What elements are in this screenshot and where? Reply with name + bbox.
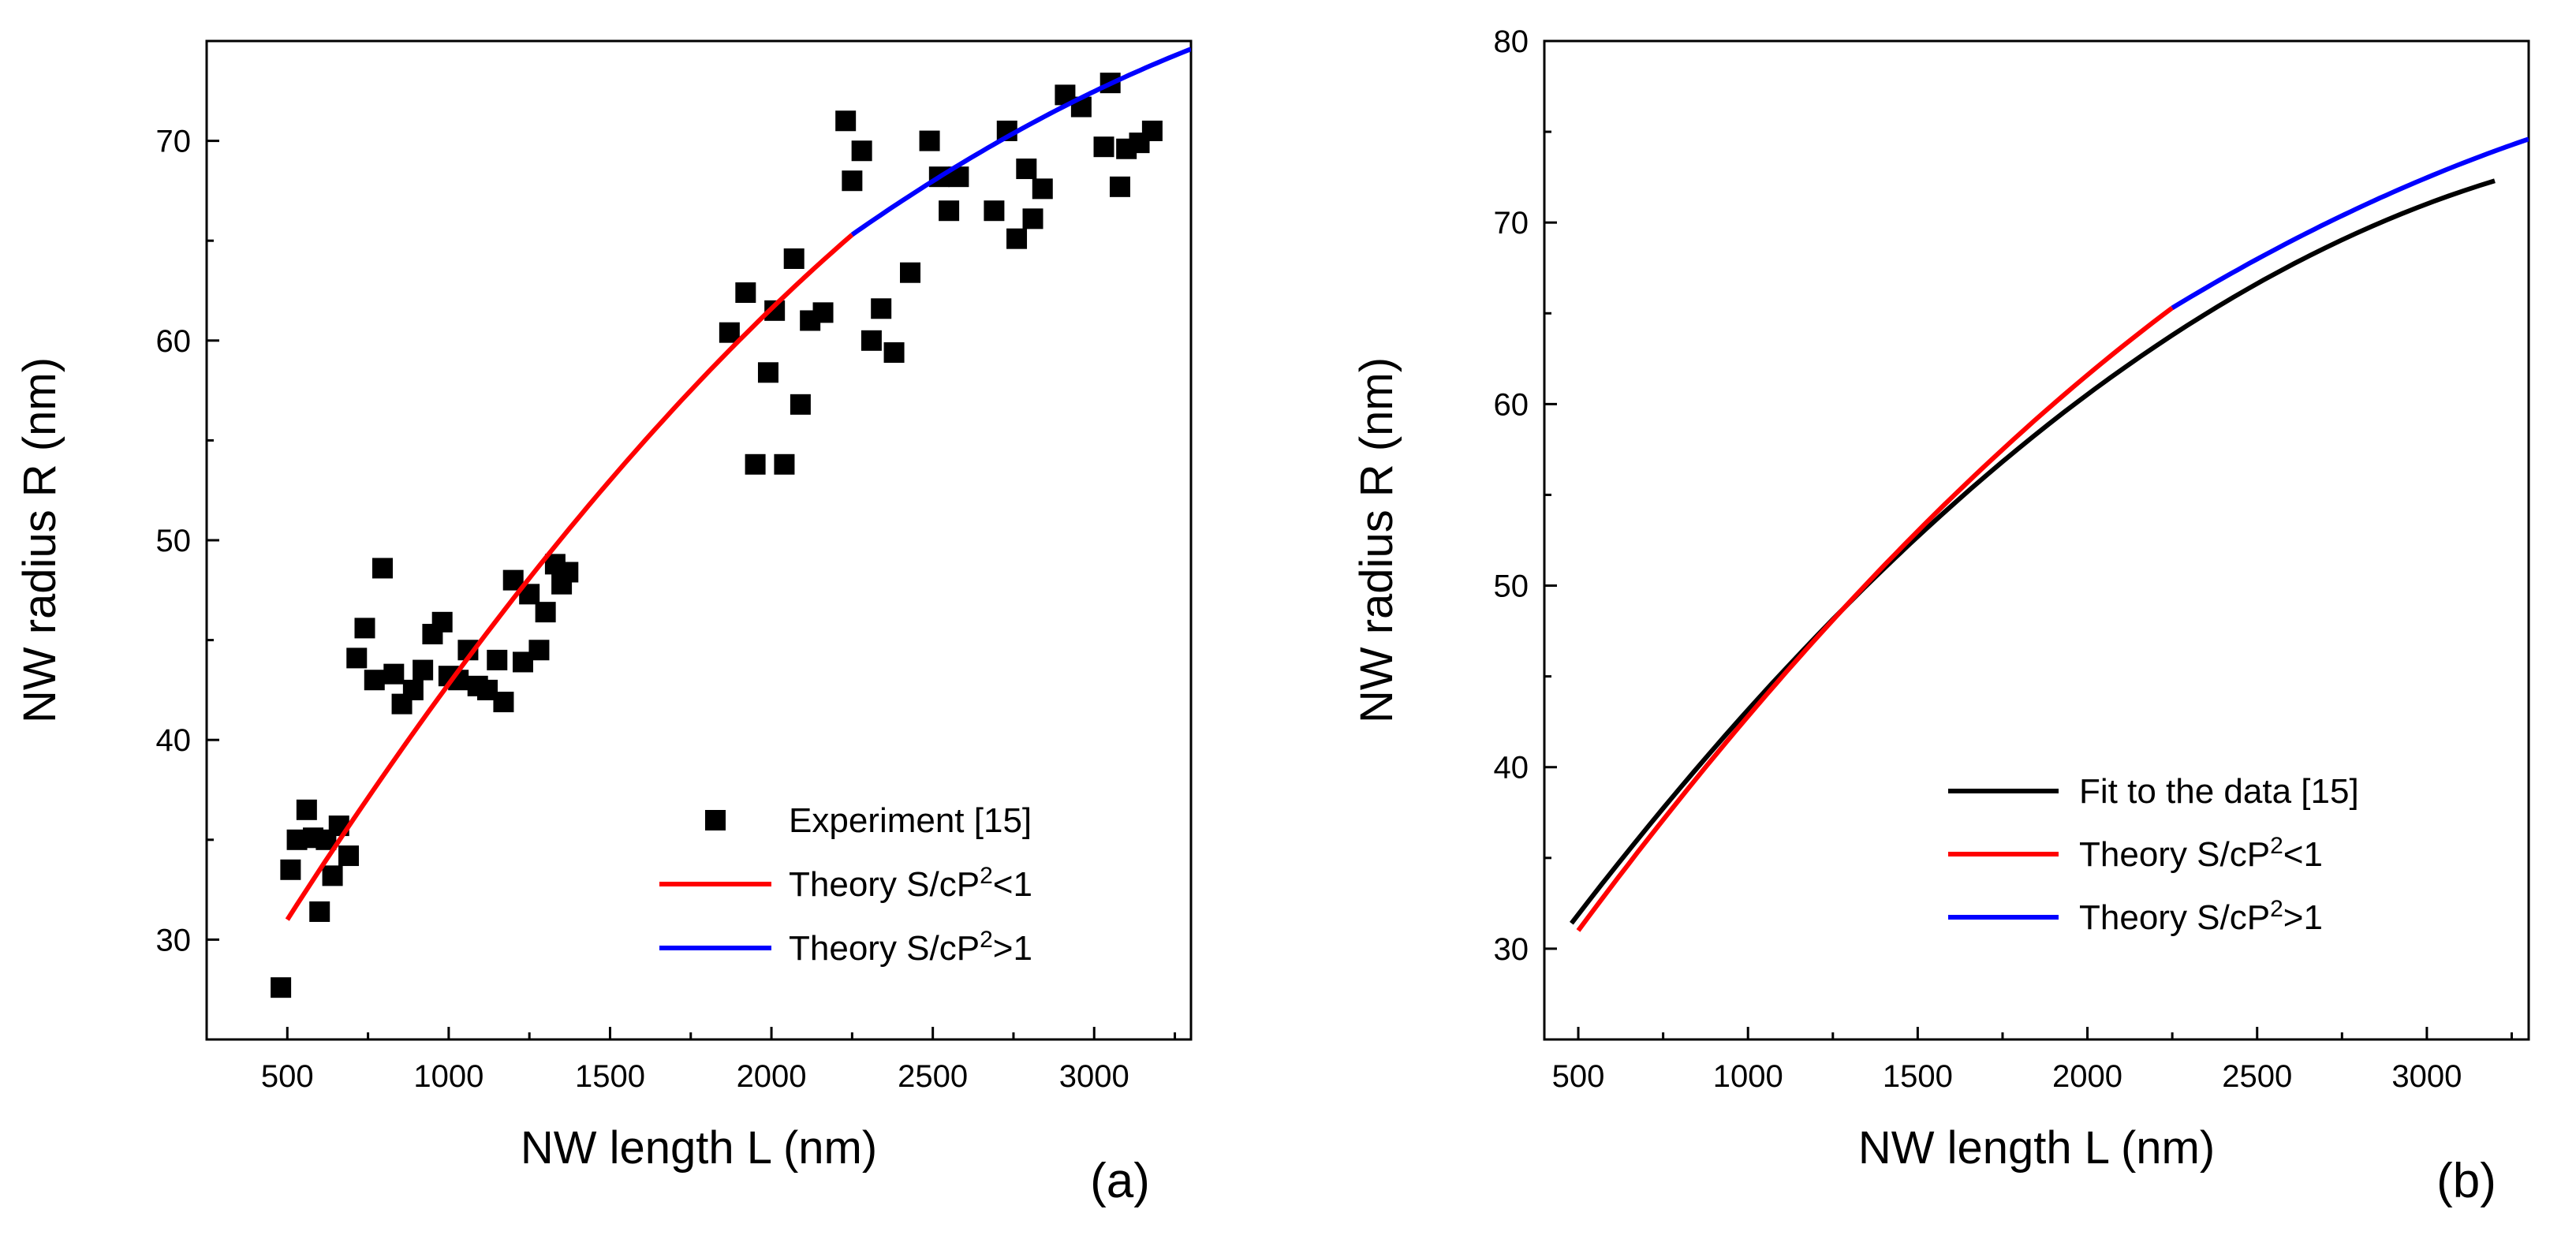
legend-label: Theory S/cP2>1 xyxy=(789,927,1032,968)
data-point xyxy=(1006,228,1028,249)
data-point xyxy=(413,659,434,681)
data-point xyxy=(364,670,385,691)
data-point xyxy=(790,394,811,415)
legend: Fit to the data [15] Theory S/cP2<1 Theory… xyxy=(1948,772,2359,937)
data-point xyxy=(372,558,394,579)
data-point xyxy=(719,322,740,343)
series-line xyxy=(1570,178,2496,925)
data-point xyxy=(309,901,330,922)
data-point xyxy=(1093,136,1114,158)
x-tick-label: 2500 xyxy=(898,1059,968,1094)
data-point xyxy=(346,647,368,669)
data-point xyxy=(919,130,940,151)
plot-area xyxy=(1570,136,2529,932)
chart-panel-1: 500 1000 1500 2000 2500 3000 30 40 50 60 70 80 NW le… xyxy=(1351,24,2530,1208)
legend-label: Theory S/cP2<1 xyxy=(2079,833,2323,874)
x-tick-label: 2000 xyxy=(2052,1059,2122,1094)
data-point xyxy=(280,859,301,880)
series-line xyxy=(850,47,1191,237)
plot-frame xyxy=(1543,39,2530,1041)
y-tick-label: 70 xyxy=(1494,206,1529,241)
y-tick-label: 80 xyxy=(1494,24,1529,59)
x-tick-label: 1500 xyxy=(1883,1059,1953,1094)
legend: Experiment [15] Theory S/cP2<1 Theory S/cP… xyxy=(659,801,1032,968)
y-tick-label: 60 xyxy=(1494,387,1529,422)
data-point xyxy=(535,602,556,623)
data-point xyxy=(1109,176,1130,197)
data-point xyxy=(883,341,905,363)
data-point xyxy=(851,140,872,162)
panel-label: (b) xyxy=(2436,1154,2496,1208)
series-line xyxy=(285,233,854,921)
chart-panel-0: 500 1000 1500 2000 2500 3000 30 40 50 60 70 NW leng… xyxy=(14,39,1193,1208)
data-point xyxy=(487,649,508,670)
data-point xyxy=(271,977,292,998)
data-point xyxy=(338,845,360,867)
data-point xyxy=(558,562,579,583)
x-tick-label: 3000 xyxy=(2391,1059,2462,1094)
data-point xyxy=(984,200,1005,222)
data-point xyxy=(1141,120,1163,141)
x-tick-label: 1000 xyxy=(1713,1059,1783,1094)
data-point xyxy=(493,692,514,713)
x-tick-label: 3000 xyxy=(1059,1059,1129,1094)
x-tick-label: 500 xyxy=(1552,1059,1605,1094)
data-point xyxy=(900,262,921,283)
data-point xyxy=(783,248,805,269)
data-point xyxy=(296,799,317,820)
y-tick-label: 60 xyxy=(156,324,192,359)
y-tick-label: 50 xyxy=(156,524,192,558)
data-point xyxy=(431,611,453,633)
y-tick-label: 30 xyxy=(156,923,192,957)
x-tick-label: 1500 xyxy=(575,1059,645,1094)
x-axis-title: NW length L (nm) xyxy=(1858,1122,2215,1174)
data-point xyxy=(528,640,550,661)
legend-marker xyxy=(705,810,726,830)
y-tick-label: 40 xyxy=(1494,751,1529,786)
data-point xyxy=(939,200,960,222)
data-point xyxy=(745,453,766,475)
x-axis-title: NW length L (nm) xyxy=(521,1122,877,1174)
legend-label: Experiment [15] xyxy=(789,801,1032,840)
series-line xyxy=(1576,306,2174,932)
data-point xyxy=(812,302,834,323)
data-point xyxy=(774,453,795,475)
x-tick-label: 1000 xyxy=(413,1059,483,1094)
data-point xyxy=(383,663,405,685)
y-axis-title: NW radius R (nm) xyxy=(14,357,65,723)
legend-label: Theory S/cP2>1 xyxy=(2079,896,2323,937)
data-point xyxy=(1032,178,1053,200)
y-tick-label: 50 xyxy=(1494,569,1529,604)
data-point xyxy=(354,618,375,639)
plot-area xyxy=(271,47,1191,998)
data-point xyxy=(1022,208,1043,230)
data-point xyxy=(861,330,882,351)
y-axis-title: NW radius R (nm) xyxy=(1351,357,1402,723)
data-point xyxy=(1016,159,1037,180)
data-point xyxy=(757,362,778,383)
data-point xyxy=(402,679,424,700)
x-tick-label: 2500 xyxy=(2222,1059,2292,1094)
legend-label: Theory S/cP2<1 xyxy=(789,863,1032,904)
data-point xyxy=(835,110,857,132)
data-point xyxy=(842,170,863,192)
data-point xyxy=(871,298,892,319)
panel-label: (a) xyxy=(1090,1154,1150,1208)
data-point xyxy=(735,282,756,304)
x-tick-label: 500 xyxy=(261,1059,314,1094)
x-tick-label: 2000 xyxy=(737,1059,807,1094)
data-point xyxy=(322,865,343,886)
y-tick-label: 70 xyxy=(156,125,192,159)
y-tick-label: 30 xyxy=(1494,932,1529,967)
y-tick-label: 40 xyxy=(156,723,192,758)
legend-label: Fit to the data [15] xyxy=(2079,772,2359,811)
series-line xyxy=(2171,136,2529,310)
